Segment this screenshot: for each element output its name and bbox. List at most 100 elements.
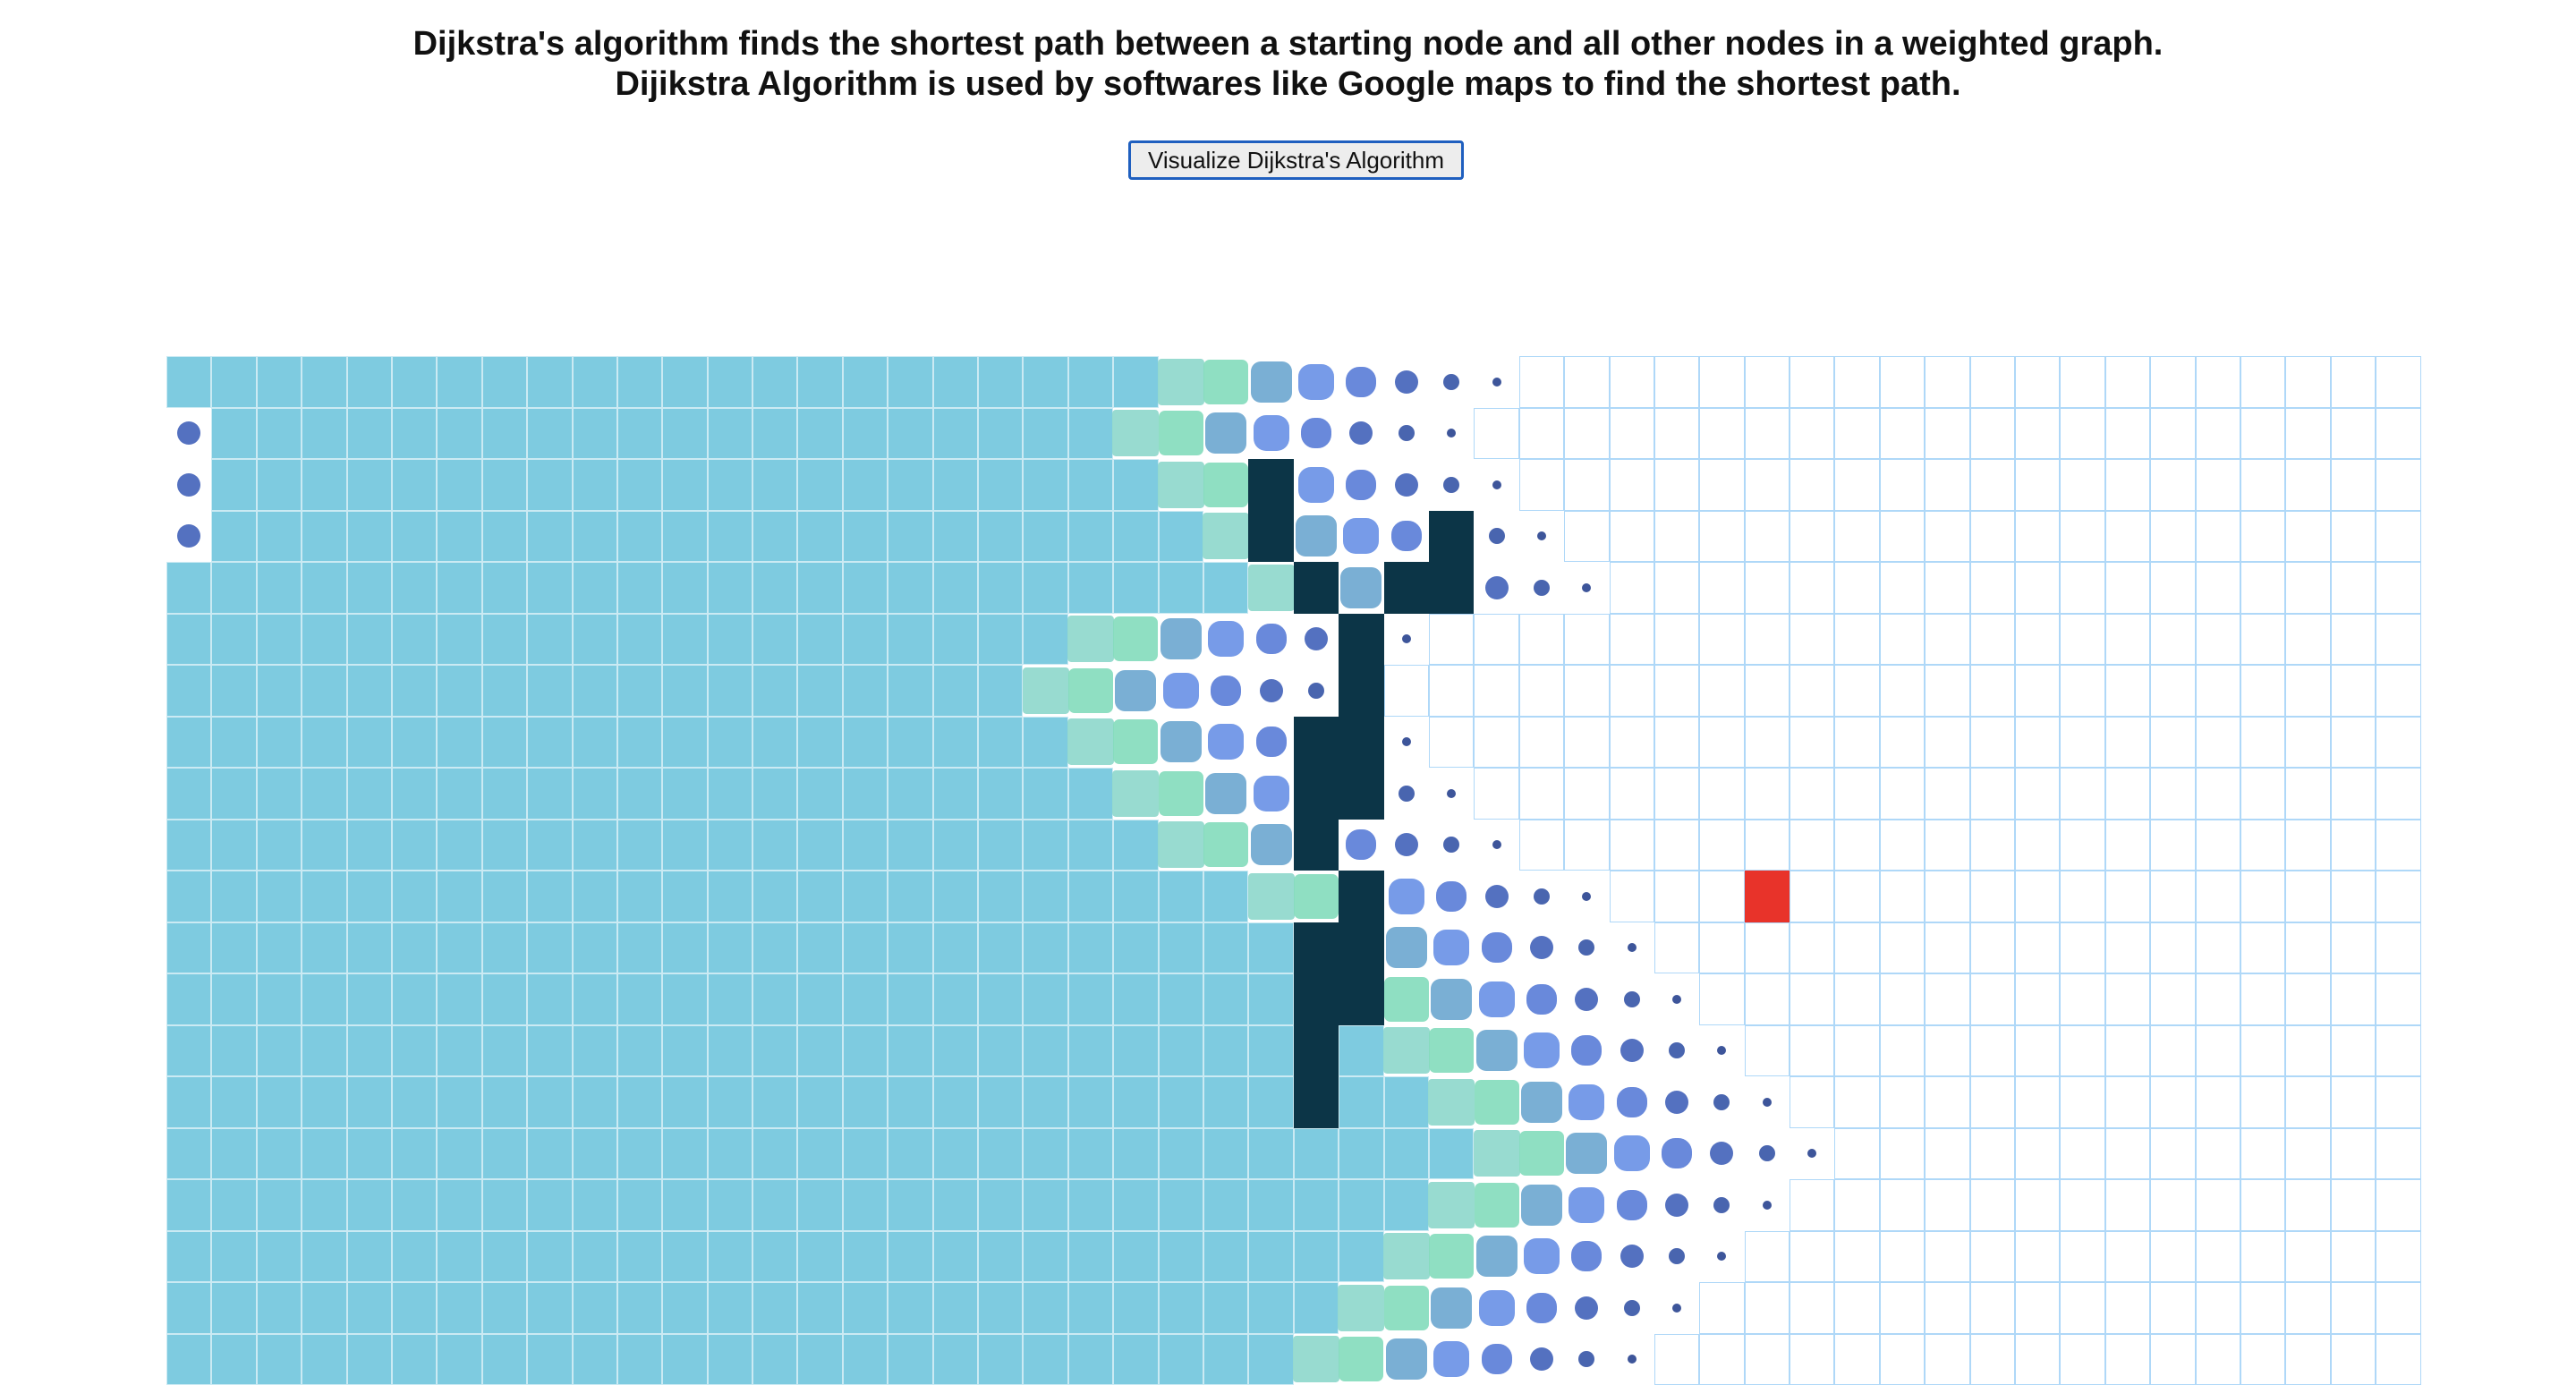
grid-node[interactable] xyxy=(2285,356,2330,408)
frontier-node[interactable] xyxy=(1384,1334,1429,1385)
visited-node[interactable] xyxy=(888,614,932,666)
visited-node[interactable] xyxy=(752,820,797,871)
grid-node[interactable] xyxy=(1699,1282,1744,1334)
grid-node[interactable] xyxy=(1790,511,1834,563)
visited-node[interactable] xyxy=(166,820,211,871)
frontier-node[interactable] xyxy=(1564,1025,1609,1077)
visited-node[interactable] xyxy=(708,614,752,666)
grid-node[interactable] xyxy=(2285,922,2330,974)
grid-node[interactable] xyxy=(1834,614,1879,666)
grid-node[interactable] xyxy=(2331,459,2376,511)
visited-node[interactable] xyxy=(437,973,481,1025)
visited-node[interactable] xyxy=(708,768,752,820)
visited-node[interactable] xyxy=(573,511,617,563)
visited-node[interactable] xyxy=(437,820,481,871)
visited-node[interactable] xyxy=(752,1179,797,1231)
grid-node[interactable] xyxy=(2150,1025,2195,1077)
frontier-node[interactable] xyxy=(1745,1128,1790,1180)
frontier-node[interactable] xyxy=(1564,973,1609,1025)
frontier-node[interactable] xyxy=(1429,1076,1474,1128)
frontier-node[interactable] xyxy=(1519,1334,1564,1385)
frontier-node[interactable] xyxy=(1159,768,1203,820)
visited-node[interactable] xyxy=(617,768,662,820)
visited-node[interactable] xyxy=(347,356,392,408)
visited-node[interactable] xyxy=(708,1025,752,1077)
grid-node[interactable] xyxy=(2331,1179,2376,1231)
frontier-node[interactable] xyxy=(1429,768,1474,820)
frontier-node[interactable] xyxy=(1294,1334,1339,1385)
frontier-node[interactable] xyxy=(1610,1231,1654,1283)
frontier-node[interactable] xyxy=(1294,408,1339,460)
grid-node[interactable] xyxy=(2015,408,2060,460)
visited-node[interactable] xyxy=(752,408,797,460)
grid-node[interactable] xyxy=(2015,1179,2060,1231)
visited-node[interactable] xyxy=(1159,973,1203,1025)
visited-node[interactable] xyxy=(302,408,346,460)
visited-node[interactable] xyxy=(662,1128,707,1180)
grid-node[interactable] xyxy=(2285,1179,2330,1231)
visited-node[interactable] xyxy=(1203,1076,1248,1128)
grid-node[interactable] xyxy=(2196,511,2240,563)
grid-node[interactable] xyxy=(1654,922,1699,974)
grid-node[interactable] xyxy=(2240,922,2285,974)
visited-node[interactable] xyxy=(211,408,256,460)
visited-node[interactable] xyxy=(257,1231,302,1283)
grid-node[interactable] xyxy=(1654,459,1699,511)
grid-node[interactable] xyxy=(2376,922,2420,974)
grid-node[interactable] xyxy=(1790,408,1834,460)
visited-node[interactable] xyxy=(978,1076,1023,1128)
visited-node[interactable] xyxy=(1023,356,1067,408)
visited-node[interactable] xyxy=(1113,1334,1158,1385)
visited-node[interactable] xyxy=(347,614,392,666)
grid-node[interactable] xyxy=(1610,768,1654,820)
visited-node[interactable] xyxy=(1068,1334,1113,1385)
visited-node[interactable] xyxy=(752,1334,797,1385)
grid-node[interactable] xyxy=(2196,973,2240,1025)
grid-node[interactable] xyxy=(1970,973,2015,1025)
visited-node[interactable] xyxy=(1068,973,1113,1025)
grid-node[interactable] xyxy=(1745,1231,1790,1283)
grid-node[interactable] xyxy=(1880,562,1925,614)
grid-node[interactable] xyxy=(1880,408,1925,460)
grid-node[interactable] xyxy=(1654,1334,1699,1385)
visited-node[interactable] xyxy=(933,356,978,408)
visited-node[interactable] xyxy=(573,973,617,1025)
grid-node[interactable] xyxy=(1745,922,1790,974)
frontier-node[interactable] xyxy=(1339,408,1383,460)
grid-node[interactable] xyxy=(2060,562,2104,614)
frontier-node[interactable] xyxy=(1519,511,1564,563)
grid-node[interactable] xyxy=(1745,665,1790,717)
visited-node[interactable] xyxy=(797,408,842,460)
frontier-node[interactable] xyxy=(1248,871,1293,922)
grid-node[interactable] xyxy=(1834,820,1879,871)
visited-node[interactable] xyxy=(662,1179,707,1231)
visited-node[interactable] xyxy=(1248,1334,1293,1385)
visited-node[interactable] xyxy=(888,1025,932,1077)
visited-node[interactable] xyxy=(978,459,1023,511)
grid-node[interactable] xyxy=(1925,1025,1969,1077)
visited-node[interactable] xyxy=(708,356,752,408)
visited-node[interactable] xyxy=(843,1334,888,1385)
visited-node[interactable] xyxy=(1068,1076,1113,1128)
grid-node[interactable] xyxy=(2060,1179,2104,1231)
visited-node[interactable] xyxy=(978,614,1023,666)
frontier-node[interactable] xyxy=(1610,973,1654,1025)
visited-node[interactable] xyxy=(617,922,662,974)
wall-node[interactable] xyxy=(1294,922,1339,974)
grid-node[interactable] xyxy=(2150,614,2195,666)
grid-node[interactable] xyxy=(2015,1334,2060,1385)
frontier-node[interactable] xyxy=(1113,408,1158,460)
visited-node[interactable] xyxy=(933,1128,978,1180)
visualize-button[interactable]: Visualize Dijkstra's Algorithm xyxy=(1128,140,1464,180)
visited-node[interactable] xyxy=(166,1179,211,1231)
grid-node[interactable] xyxy=(2150,665,2195,717)
frontier-node[interactable] xyxy=(166,408,211,460)
grid-node[interactable] xyxy=(1610,871,1654,922)
grid-node[interactable] xyxy=(2331,922,2376,974)
visited-node[interactable] xyxy=(302,562,346,614)
visited-node[interactable] xyxy=(933,1231,978,1283)
visited-node[interactable] xyxy=(617,614,662,666)
grid-node[interactable] xyxy=(2196,562,2240,614)
visited-node[interactable] xyxy=(888,408,932,460)
visited-node[interactable] xyxy=(708,408,752,460)
